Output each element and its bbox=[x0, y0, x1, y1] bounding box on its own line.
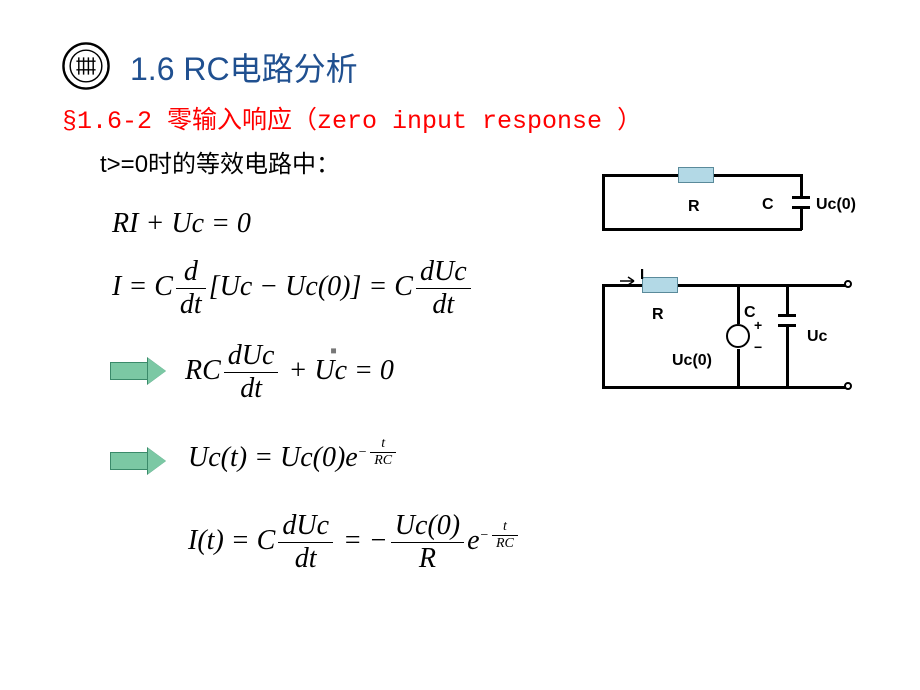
polarity-plus: + bbox=[754, 320, 762, 330]
body-intro-text: t>=0时的等效电路中： bbox=[100, 144, 340, 179]
uc-label: Uc bbox=[807, 328, 827, 346]
equation-4: Uc(t) = Uc(0)e−tRC bbox=[188, 436, 399, 474]
equation-5: I(t) = CdUcdt = −Uc(0)Re−tRC bbox=[188, 510, 521, 575]
current-label: I bbox=[640, 266, 644, 283]
resistor-icon bbox=[642, 277, 678, 293]
resistor-icon bbox=[678, 167, 714, 183]
capacitor-label: C bbox=[762, 196, 774, 214]
implies-arrow-1 bbox=[110, 358, 166, 384]
uc0-label: Uc(0) bbox=[816, 196, 856, 214]
voltage-source-icon bbox=[726, 324, 750, 348]
current-arrow-icon bbox=[620, 274, 640, 292]
equation-3: RCdUcdt + Uc = 0 bbox=[185, 340, 394, 405]
implies-arrow-2 bbox=[110, 448, 166, 474]
uc0-label: Uc(0) bbox=[672, 352, 712, 370]
section-subtitle: §1.6-2 零输入响应（zero input response ） bbox=[62, 100, 642, 136]
university-seal-logo bbox=[62, 42, 110, 90]
slide-marker-dot: ▪ bbox=[330, 340, 337, 363]
equation-1: RI + Uc = 0 bbox=[112, 208, 251, 240]
circuit-diagram-2: I R C Uc(0) Uc + − bbox=[582, 274, 872, 404]
resistor-label: R bbox=[688, 198, 700, 216]
polarity-minus: − bbox=[754, 342, 762, 352]
resistor-label: R bbox=[652, 306, 664, 324]
slide-title: 1.6 RC电路分析 bbox=[130, 44, 358, 90]
circuit-diagram-1: R C Uc(0) bbox=[582, 174, 862, 244]
equation-2: I = Cddt[Uc − Uc(0)] = CdUcdt bbox=[112, 256, 474, 321]
